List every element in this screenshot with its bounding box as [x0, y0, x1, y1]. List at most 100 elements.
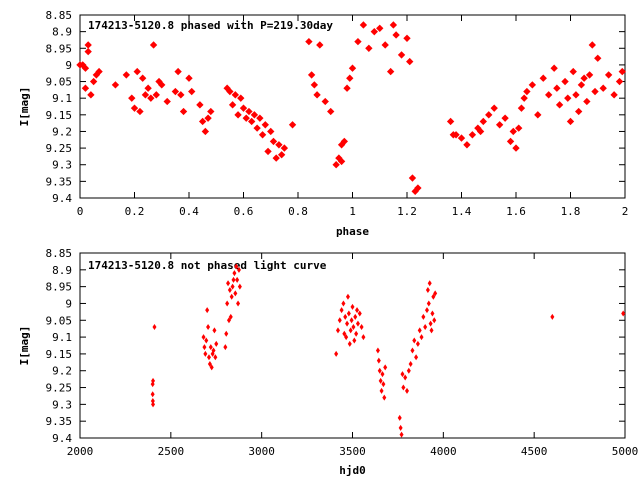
y-tick-label: 9.15	[46, 109, 73, 122]
data-point	[226, 280, 231, 287]
x-tick-label: 0.2	[125, 205, 145, 218]
y-tick-label: 9	[65, 297, 72, 310]
data-point	[403, 34, 411, 42]
data-point	[235, 276, 240, 283]
data-point	[588, 41, 596, 49]
data-point	[141, 91, 150, 99]
data-point	[196, 101, 204, 109]
data-point	[310, 81, 319, 89]
y-tick-label: 8.95	[46, 42, 73, 55]
data-point	[351, 324, 356, 330]
data-point	[87, 91, 95, 99]
data-point	[267, 127, 275, 136]
data-point	[401, 384, 406, 391]
data-point	[280, 144, 289, 152]
y-tick-label: 8.9	[52, 26, 72, 39]
data-point	[357, 310, 362, 317]
data-point	[398, 424, 403, 431]
data-point	[261, 121, 269, 129]
y-tick-label: 9.05	[46, 76, 73, 89]
data-point	[379, 387, 384, 394]
data-point	[350, 303, 355, 310]
y-tick-label: 9.15	[46, 348, 73, 361]
data-point	[214, 340, 219, 347]
data-point	[621, 310, 626, 317]
data-point	[225, 300, 230, 307]
x-tick-label: 3500	[339, 445, 366, 458]
data-point	[207, 107, 215, 116]
y-tick-label: 9.05	[46, 314, 73, 327]
data-point	[580, 74, 588, 82]
data-point	[381, 381, 386, 388]
x-tick-label: 0.4	[179, 205, 199, 218]
data-point	[179, 107, 188, 116]
data-point	[417, 327, 422, 334]
data-point	[343, 313, 348, 320]
data-point	[89, 77, 98, 86]
data-point	[226, 87, 234, 96]
data-point	[213, 354, 218, 361]
data-point	[343, 84, 351, 92]
data-point	[463, 141, 471, 149]
unphased-light-curve-panel: 8.85 8.9 8.95 9 9.05 9.1 9.15 9.2 9.25 9.3 9.35 9.4…	[18, 247, 638, 477]
data-point	[348, 327, 353, 334]
data-point	[321, 97, 329, 106]
data-point	[520, 94, 528, 102]
data-point	[269, 137, 278, 146]
data-point	[381, 41, 389, 49]
data-point	[354, 37, 362, 46]
data-point	[346, 310, 351, 317]
data-point	[376, 357, 381, 364]
x-tick-label: 5000	[612, 445, 639, 458]
data-point	[307, 71, 316, 79]
data-point	[236, 300, 241, 307]
data-point	[204, 337, 209, 344]
data-point	[253, 124, 261, 132]
data-point	[233, 290, 238, 297]
data-point	[158, 81, 166, 89]
data-point	[476, 127, 485, 136]
data-point	[247, 117, 256, 126]
data-point	[534, 111, 542, 119]
data-point	[539, 74, 547, 82]
plot-frame	[79, 252, 626, 439]
data-point	[618, 67, 626, 76]
data-point	[245, 107, 253, 116]
data-point	[231, 276, 236, 283]
data-point	[151, 401, 156, 408]
data-point	[577, 81, 586, 89]
data-point	[375, 347, 380, 354]
y-tick-label: 9.1	[52, 331, 72, 344]
data-point	[406, 367, 411, 374]
data-point	[569, 67, 577, 76]
data-point	[232, 270, 237, 277]
data-point	[185, 74, 193, 82]
data-point	[383, 364, 388, 371]
data-point	[209, 364, 214, 371]
data-point	[490, 104, 498, 112]
data-point	[128, 94, 136, 102]
y-tick-label: 9.2	[52, 125, 72, 138]
y-tick-label: 8.9	[52, 264, 72, 277]
data-point	[430, 310, 435, 317]
y-tick-label: 9	[65, 59, 72, 72]
data-point	[414, 184, 422, 192]
data-point	[226, 317, 231, 324]
phased-light-curve-panel: 8.85 8.9 8.95 9 9.05 9.1 9.15 9.2 9.25 9.3 9.35 9.4…	[18, 9, 628, 238]
data-point	[386, 67, 395, 76]
plot-frame	[79, 14, 626, 199]
data-point	[150, 391, 155, 398]
x-tick-label: 1	[349, 205, 356, 218]
data-point	[423, 324, 428, 330]
data-point	[205, 307, 210, 314]
data-point	[332, 161, 340, 169]
data-point	[359, 324, 364, 330]
data-point	[564, 94, 572, 102]
data-point	[583, 97, 591, 106]
data-point	[152, 324, 157, 330]
data-point	[429, 327, 434, 334]
data-point	[151, 377, 156, 384]
data-point	[203, 350, 208, 357]
data-point	[202, 344, 207, 351]
data-point	[604, 71, 613, 79]
